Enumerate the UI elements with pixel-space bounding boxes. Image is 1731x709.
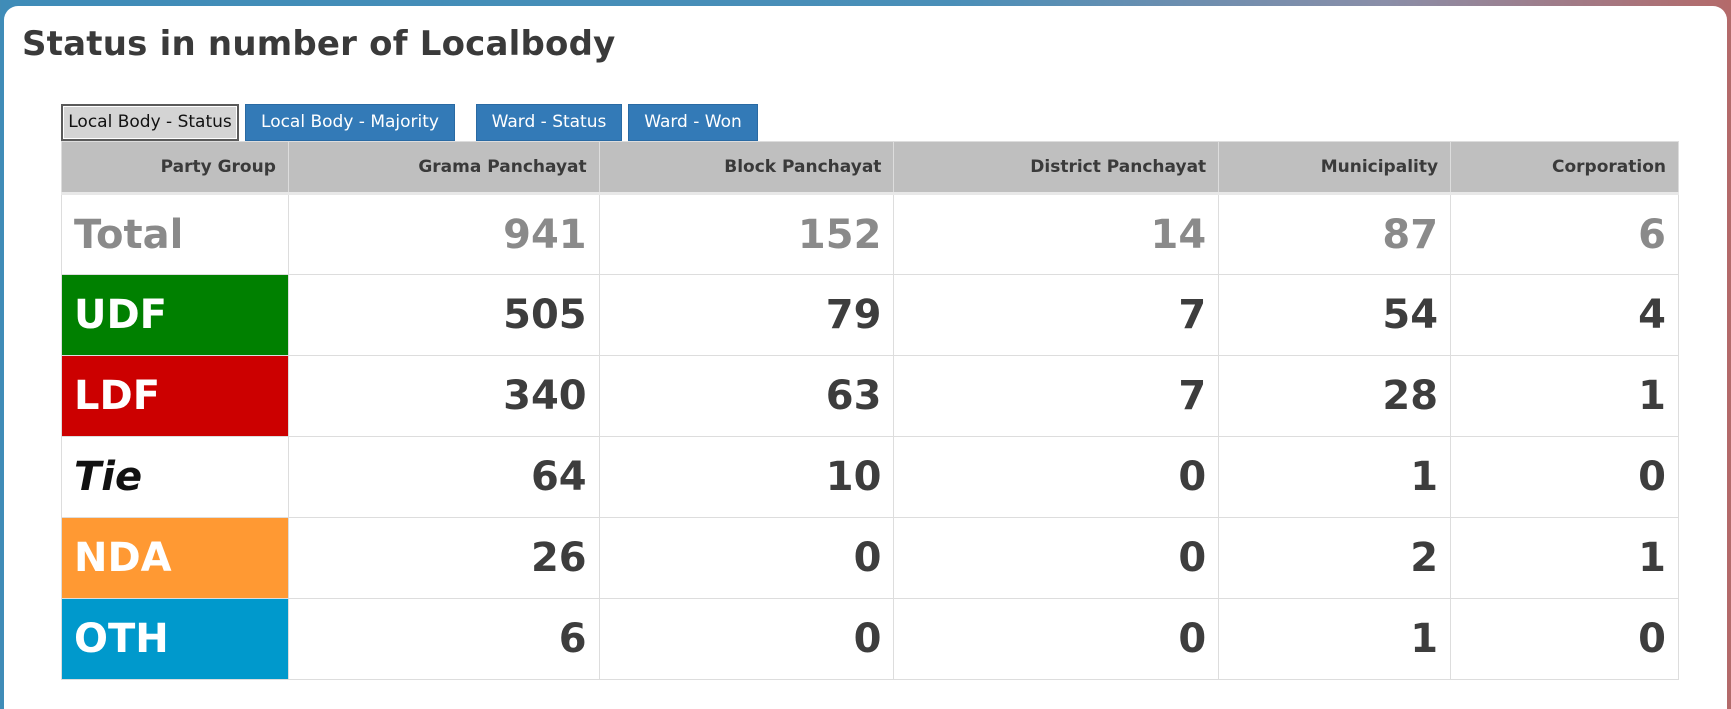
tab-local-body-status[interactable]: Local Body - Status: [61, 104, 239, 141]
header-corporation: Corporation: [1450, 141, 1679, 195]
table-cell: 79: [598, 274, 895, 356]
header-party-group: Party Group: [61, 141, 289, 195]
table-cell: 0: [893, 436, 1220, 518]
table-cell: 10: [598, 436, 895, 518]
party-cell-oth: OTH: [61, 598, 289, 680]
table-cell: 14: [893, 193, 1220, 275]
status-table: Party Group Grama Panchayat Block Pancha…: [61, 141, 1679, 680]
table-cell: 0: [1450, 436, 1679, 518]
header-district-panchayat: District Panchayat: [893, 141, 1220, 195]
table-cell: 7: [893, 274, 1220, 356]
table-cell: 6: [287, 598, 600, 680]
table-cell: 87: [1218, 193, 1452, 275]
table-cell: 1: [1218, 598, 1452, 680]
tab-local-body-majority[interactable]: Local Body - Majority: [245, 104, 455, 141]
table-cell: 0: [598, 598, 895, 680]
table-cell: 1: [1218, 436, 1452, 518]
table-row-ldf: LDF 340 63 7 28 1: [61, 355, 1679, 437]
table-row-total: Total 941 152 14 87 6: [61, 193, 1679, 275]
header-municipality: Municipality: [1218, 141, 1452, 195]
table-cell: 63: [598, 355, 895, 437]
table-cell: 2: [1218, 517, 1452, 599]
table-cell: 0: [893, 598, 1220, 680]
page-title: Status in number of Localbody: [22, 24, 616, 64]
table-cell: 6: [1450, 193, 1679, 275]
table-header-row: Party Group Grama Panchayat Block Pancha…: [61, 141, 1679, 195]
tab-ward-won[interactable]: Ward - Won: [628, 104, 758, 141]
party-cell-tie: Tie: [61, 436, 289, 518]
table-row-tie: Tie 64 10 0 1 0: [61, 436, 1679, 518]
table-cell: 1: [1450, 355, 1679, 437]
table-cell: 0: [598, 517, 895, 599]
party-cell-total: Total: [61, 193, 289, 275]
table-cell: 152: [598, 193, 895, 275]
table-cell: 1: [1450, 517, 1679, 599]
table-cell: 26: [287, 517, 600, 599]
content-panel: Status in number of Localbody Local Body…: [4, 6, 1727, 709]
table-row-oth: OTH 6 0 0 1 0: [61, 598, 1679, 680]
header-block-panchayat: Block Panchayat: [598, 141, 895, 195]
table-cell: 4: [1450, 274, 1679, 356]
table-row-udf: UDF 505 79 7 54 4: [61, 274, 1679, 356]
party-cell-udf: UDF: [61, 274, 289, 356]
table-cell: 54: [1218, 274, 1452, 356]
table-cell: 28: [1218, 355, 1452, 437]
table-cell: 0: [1450, 598, 1679, 680]
table-cell: 64: [287, 436, 600, 518]
table-row-nda: NDA 26 0 0 2 1: [61, 517, 1679, 599]
table-cell: 340: [287, 355, 600, 437]
party-cell-nda: NDA: [61, 517, 289, 599]
table-cell: 941: [287, 193, 600, 275]
table-cell: 0: [893, 517, 1220, 599]
header-grama-panchayat: Grama Panchayat: [287, 141, 600, 195]
table-cell: 7: [893, 355, 1220, 437]
table-cell: 505: [287, 274, 600, 356]
party-cell-ldf: LDF: [61, 355, 289, 437]
tab-ward-status[interactable]: Ward - Status: [476, 104, 622, 141]
